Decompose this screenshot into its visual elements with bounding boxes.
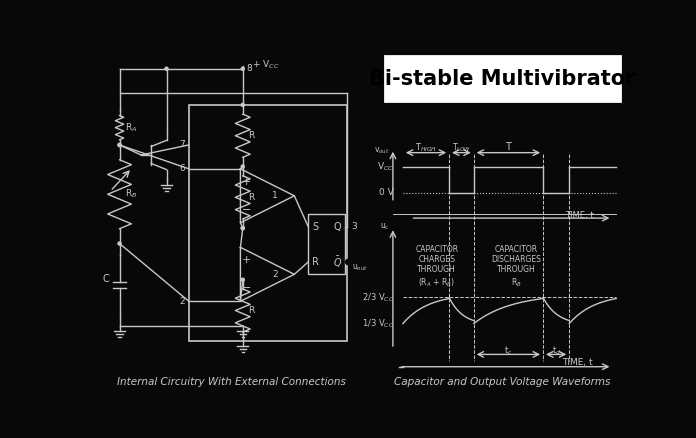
Text: +: +: [242, 177, 251, 187]
Text: 0 V: 0 V: [379, 188, 394, 197]
Text: 6: 6: [180, 164, 185, 173]
Text: 2/3 V$_{CC}$: 2/3 V$_{CC}$: [361, 291, 394, 304]
Text: u$_c$: u$_c$: [380, 221, 390, 232]
Text: 2: 2: [180, 297, 185, 306]
Text: u$_{out}$: u$_{out}$: [352, 263, 368, 273]
Text: Q: Q: [333, 222, 341, 232]
Text: R: R: [248, 131, 254, 140]
Text: T: T: [505, 142, 512, 152]
Circle shape: [141, 140, 172, 170]
Circle shape: [118, 242, 121, 245]
Circle shape: [242, 103, 244, 106]
Circle shape: [242, 67, 244, 70]
Text: R: R: [248, 306, 254, 315]
Text: 1: 1: [272, 191, 278, 200]
Circle shape: [345, 259, 351, 265]
Text: R: R: [248, 193, 254, 202]
Circle shape: [242, 165, 244, 168]
Circle shape: [242, 278, 244, 281]
Text: t$_d$: t$_d$: [551, 344, 561, 357]
Text: S: S: [313, 222, 319, 232]
Text: 1/3 V$_{CC}$: 1/3 V$_{CC}$: [361, 318, 394, 330]
Text: V$_{CC}$: V$_{CC}$: [377, 160, 394, 173]
Text: Capacitor and Output Voltage Waveforms: Capacitor and Output Voltage Waveforms: [394, 377, 610, 387]
Text: 3: 3: [351, 222, 357, 231]
Text: T$_{HIGH}$: T$_{HIGH}$: [415, 141, 437, 154]
Text: $\bar{Q}$: $\bar{Q}$: [333, 254, 342, 269]
Text: TIME, t: TIME, t: [564, 211, 593, 220]
Text: t$_c$: t$_c$: [504, 344, 513, 357]
Circle shape: [118, 143, 121, 146]
Text: R$_A$: R$_A$: [125, 121, 137, 134]
Circle shape: [242, 226, 244, 230]
Text: CAPACITOR
CHARGES
THROUGH
(R$_A$ + R$_B$): CAPACITOR CHARGES THROUGH (R$_A$ + R$_B$…: [416, 244, 459, 289]
Bar: [385, 57, 620, 101]
Bar: [308, 214, 345, 274]
Text: v$_{out}$: v$_{out}$: [374, 146, 390, 156]
Text: 2: 2: [272, 270, 278, 279]
Text: T$_{LOW}$: T$_{LOW}$: [452, 141, 471, 154]
Text: Bi-stable Multivibrator: Bi-stable Multivibrator: [369, 69, 635, 89]
Circle shape: [118, 143, 121, 146]
Circle shape: [165, 67, 168, 70]
Bar: [189, 105, 347, 341]
Text: +: +: [242, 255, 251, 265]
Text: R: R: [313, 257, 319, 267]
Text: TIME, t: TIME, t: [562, 358, 593, 367]
Text: −: −: [242, 283, 251, 293]
Text: Internal Circuitry With External Connections: Internal Circuitry With External Connect…: [117, 377, 346, 387]
Text: −: −: [242, 205, 251, 215]
Text: 8: 8: [246, 64, 253, 73]
Circle shape: [242, 226, 244, 230]
Text: + V$_{CC}$: + V$_{CC}$: [252, 59, 280, 71]
Text: C: C: [102, 274, 109, 284]
Text: R$_B$: R$_B$: [125, 188, 137, 201]
Text: CAPACITOR
DISCHARGES
THROUGH
R$_B$: CAPACITOR DISCHARGES THROUGH R$_B$: [491, 244, 541, 289]
Text: 7: 7: [180, 141, 185, 149]
